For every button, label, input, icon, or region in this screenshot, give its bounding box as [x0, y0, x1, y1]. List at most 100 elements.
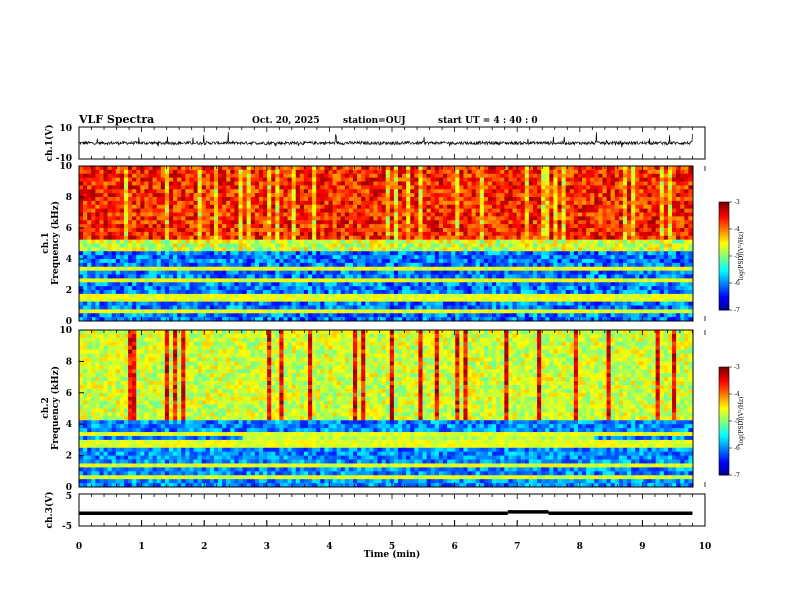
spec-cell [213, 255, 219, 260]
spec-cell [373, 224, 378, 229]
spec-cell [201, 197, 207, 202]
spec-cell [316, 216, 321, 221]
spec-cell [528, 293, 534, 299]
spec-cell [577, 247, 583, 252]
spec-cell [209, 309, 215, 314]
spec-cell [83, 313, 88, 318]
spec-cell [479, 259, 485, 264]
spec-cell [528, 235, 534, 241]
spec-cell [123, 228, 129, 233]
spec-cell [451, 270, 456, 275]
spec-cell [487, 259, 493, 264]
spec-cell [438, 228, 444, 233]
spec-cell [295, 313, 301, 318]
spec-cell [569, 177, 575, 182]
spec-cell [410, 169, 415, 175]
spec-cell [520, 200, 526, 206]
spec-cell [381, 200, 387, 206]
spec-cell [344, 293, 350, 299]
spec-cell [287, 259, 293, 264]
spec-cell [328, 278, 333, 283]
spec-cell [353, 212, 358, 217]
spec-cell [103, 270, 109, 275]
spec-cell [222, 228, 227, 233]
spec-cell [136, 313, 141, 318]
spec-cell [173, 169, 178, 175]
spec-cell [553, 286, 558, 291]
spec-cell [168, 193, 174, 198]
spec-cell [496, 220, 501, 225]
spec-cell [500, 220, 505, 225]
spec-cell [451, 290, 456, 295]
spec-cell [369, 259, 374, 264]
spec-cell [283, 305, 288, 310]
spec-cell [238, 266, 243, 272]
spec-cell [275, 173, 280, 179]
spec-cell [279, 216, 284, 221]
spec-cell [324, 220, 329, 225]
spec-cell [573, 181, 579, 186]
spec-cell [205, 239, 211, 244]
spec-cell [528, 255, 534, 260]
spec-cell [95, 189, 100, 194]
spec-cell [95, 224, 100, 229]
spec-cell [496, 301, 501, 306]
spec-cell [402, 239, 407, 244]
spec-cell [168, 266, 174, 272]
spec-cell [463, 216, 468, 221]
spec-cell [471, 185, 477, 190]
spec-cell [557, 212, 562, 217]
spec-cell [443, 189, 448, 194]
spec-cell [205, 286, 211, 291]
spec-cell [532, 189, 538, 194]
spec-cell [295, 212, 301, 217]
spec-cell [398, 224, 403, 229]
spec-cell [373, 282, 378, 287]
spec-cell [193, 305, 199, 310]
spec-cell [271, 259, 276, 264]
spec-cell [332, 305, 338, 310]
spec-cell [438, 224, 444, 229]
spec-cell [267, 169, 272, 175]
spec-cell [201, 274, 207, 279]
spec-cell [361, 220, 366, 225]
spec-cell [246, 255, 252, 260]
spec-cell [185, 177, 190, 182]
spec-cell [447, 313, 452, 318]
spec-cell [308, 239, 313, 244]
spec-cell [406, 216, 411, 221]
spec-cell [177, 197, 182, 202]
spec-cell [418, 166, 423, 171]
spec-cell [520, 181, 526, 186]
spec-cell [487, 266, 493, 272]
spec-cell [136, 216, 141, 221]
spec-cell [140, 220, 145, 225]
spec-cell [471, 231, 477, 237]
spec-cell [422, 243, 428, 248]
spec-cell [246, 251, 252, 256]
spec-cell [91, 169, 96, 175]
spec-cell [524, 262, 530, 268]
spec-cell [524, 216, 530, 221]
spec-cell [455, 259, 460, 264]
spec-cell [353, 204, 358, 210]
spec-cell [406, 231, 411, 237]
spec-cell [95, 235, 100, 241]
spec-cell [201, 220, 207, 225]
spec-cell [242, 212, 248, 217]
spec-cell [524, 259, 530, 264]
spec-cell [242, 228, 248, 233]
spec-cell [156, 216, 162, 221]
spec-cell [410, 317, 415, 322]
spec-cell [91, 166, 96, 171]
spec-cell [512, 305, 518, 310]
spec-cell [582, 177, 587, 182]
spec-cell [492, 243, 497, 248]
spec-cell [569, 317, 575, 322]
spec-cell [271, 181, 276, 186]
spec-cell [320, 282, 325, 287]
spec-cell [459, 251, 464, 256]
spec-cell [361, 259, 366, 264]
spec-cell [422, 224, 428, 229]
spec-cell [545, 200, 550, 206]
